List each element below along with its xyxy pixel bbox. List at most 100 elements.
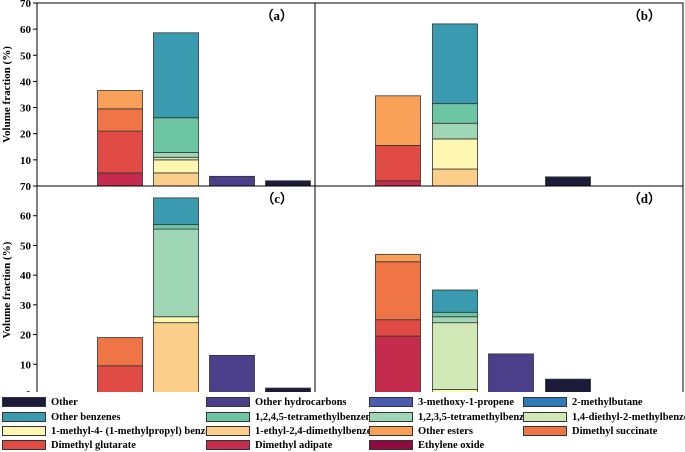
legend-label: Dimethyl succinate (572, 425, 658, 437)
legend-label: 3-methoxy-1-propene (418, 396, 515, 408)
y-axis-title: Volume fraction (%) (1, 46, 13, 143)
legend-swatch (523, 412, 567, 422)
legend-label: 1,2,4,5-tetramethylbenzene (255, 411, 377, 423)
y-tick-label: 70 (20, 181, 32, 193)
bar-segment (153, 228, 199, 318)
legend-item: 1,4-diethyl-2-methylbenzene (523, 410, 685, 424)
bar-segment (432, 311, 478, 318)
legend-label: Other esters (418, 425, 473, 437)
legend-item: 1,2,4,5-tetramethylbenzene (206, 410, 376, 424)
bar-segment (265, 387, 311, 392)
bar-segment (153, 117, 199, 153)
legend-item: Other hydrocarbons (206, 395, 347, 409)
legend-label: Dimethyl glutarate (51, 439, 136, 451)
legend-swatch (206, 440, 250, 450)
bar-segment (153, 224, 199, 230)
legend-label: 1-methyl-4- (1-methylpropyl) benzene (51, 425, 221, 437)
legend-item: 1-ethyl-2,4-dimethylbenzene (206, 424, 382, 438)
bar-segment (97, 90, 143, 110)
legend-swatch (206, 412, 250, 422)
panel-label: （a） (260, 8, 293, 23)
bar-segment (265, 180, 311, 187)
bar-segment (432, 23, 478, 105)
bar-segment (545, 176, 591, 187)
bar-segment (432, 103, 478, 124)
bar-segment (375, 145, 421, 182)
y-tick-label: 10 (20, 155, 32, 167)
legend-swatch (206, 426, 250, 436)
y-tick-label: 20 (20, 330, 32, 342)
bar-segment (375, 95, 421, 146)
panel-label: （d） (628, 191, 661, 206)
bar-segment (488, 353, 534, 392)
y-tick-label: 60 (20, 211, 32, 223)
legend-item: Ethylene oxide (369, 438, 484, 452)
y-tick-label: 30 (20, 103, 32, 115)
bar-segment (153, 316, 199, 324)
legend-swatch (206, 397, 250, 407)
y-tick-label: 10 (20, 359, 32, 371)
bar-segment (432, 168, 478, 187)
bar-segment (375, 261, 421, 321)
y-tick-label: 40 (20, 76, 32, 88)
y-tick-label: 40 (20, 270, 32, 282)
bar-segment (432, 122, 478, 140)
legend-item: Dimethyl succinate (523, 424, 657, 438)
y-tick-label: 30 (20, 300, 32, 312)
legend-label: Ethylene oxide (418, 439, 485, 451)
bar-segment (375, 180, 421, 187)
legend-item: Other (2, 395, 78, 409)
bar-segment (97, 365, 143, 392)
bar-segment (375, 335, 421, 392)
bar-segment (432, 138, 478, 170)
bar-segment (153, 322, 199, 392)
legend-item: 1-methyl-4- (1-methylpropyl) benzene (2, 424, 221, 438)
bar-segment (375, 319, 421, 337)
legend-item: 3-methoxy-1-propene (369, 395, 514, 409)
y-tick-label: 0 (26, 389, 32, 392)
y-axis-title: Volume fraction (%) (1, 241, 13, 338)
legend-swatch (2, 412, 46, 422)
legend-label: Other hydrocarbons (255, 396, 347, 408)
legend-label: Dimethyl adipate (255, 439, 333, 451)
legend-label: 2-methylbutane (572, 396, 643, 408)
bar-segment (97, 108, 143, 132)
bar-segment (545, 378, 591, 392)
legend-item: Other esters (369, 424, 473, 438)
bar-segment (375, 253, 421, 263)
legend-item: Other benzenes (2, 410, 121, 424)
y-tick-label: 50 (20, 240, 32, 252)
legend-swatch (369, 440, 413, 450)
panel-label: （b） (628, 8, 661, 23)
bar-segment (153, 152, 199, 158)
legend-item: Dimethyl adipate (206, 438, 332, 452)
bar-segment (432, 316, 478, 324)
bar-segment (153, 159, 199, 174)
bar-segment (97, 337, 143, 367)
bar-segment (209, 354, 255, 392)
legend-swatch (2, 397, 46, 407)
legend-item: 2-methylbutane (523, 395, 643, 409)
stacked-bar-chart: 70 10 20 30 40 50 60 70 0 10 20 30 40 50 60 Volume frac… (1, 0, 684, 392)
y-tick-label: 60 (20, 24, 32, 36)
y-tick-label: 70 (20, 0, 32, 10)
legend-label: 1,4-diethyl-2-methylbenzene (572, 411, 685, 423)
bar-segment (432, 322, 478, 390)
bar-segment (209, 175, 255, 187)
bar-segment (432, 289, 478, 313)
legend-label: 1-ethyl-2,4-dimethylbenzene (255, 425, 382, 437)
y-tick-label: 50 (20, 50, 32, 62)
legend-label: Other (51, 396, 78, 408)
legend-swatch (369, 426, 413, 436)
legend-item: Dimethyl glutarate (2, 438, 136, 452)
legend-swatch (523, 426, 567, 436)
bar-segment (153, 172, 199, 187)
plot-frame (36, 2, 684, 392)
bar-segment (97, 172, 143, 187)
bar-segment (97, 130, 143, 174)
y-tick-label: 20 (20, 129, 32, 141)
legend-label: Other benzenes (51, 411, 121, 423)
chart-legend: Other Other hydrocarbons 3-methoxy-1-prope… (0, 392, 685, 452)
bar-segment (153, 197, 199, 226)
legend-label: 1,2,3,5-tetramethylbenzene (418, 411, 540, 423)
